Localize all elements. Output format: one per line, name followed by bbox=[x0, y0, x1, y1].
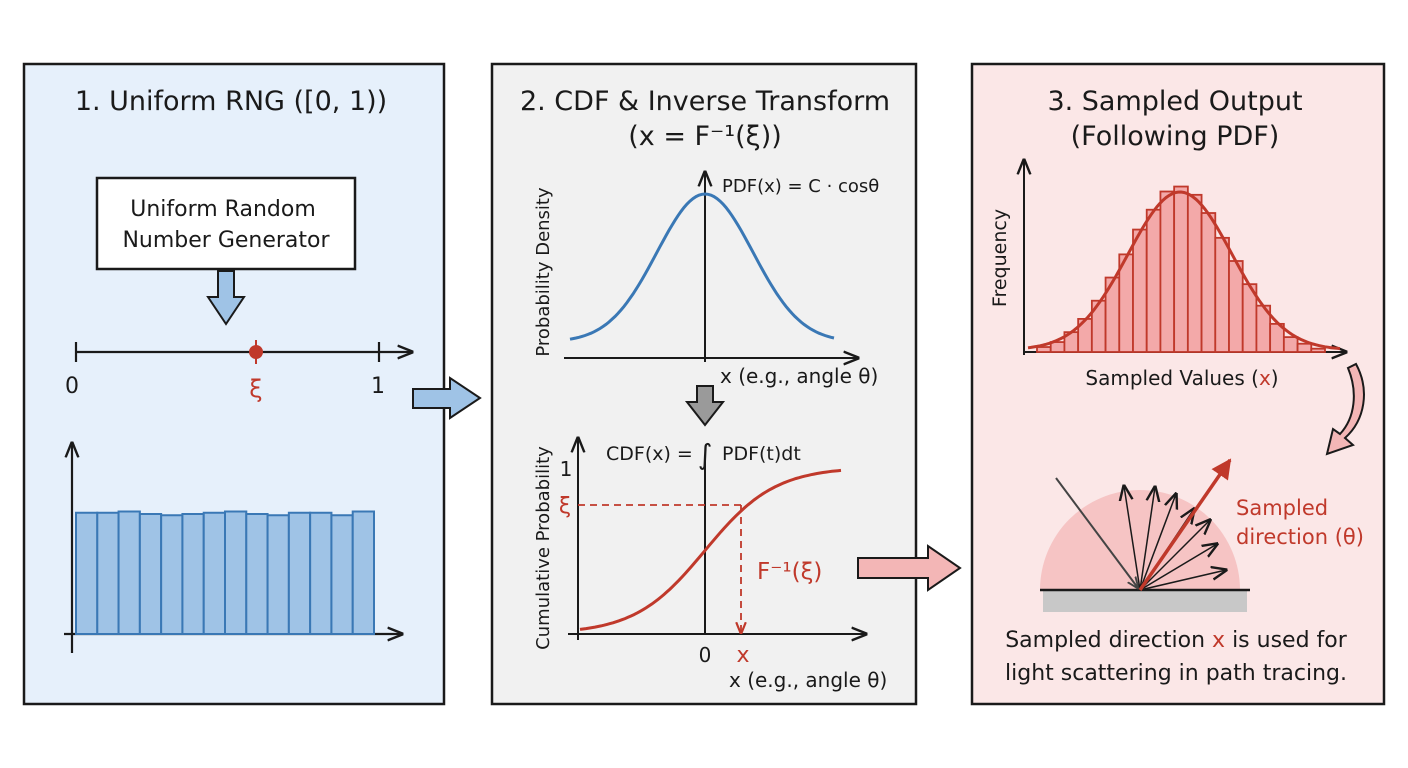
uniform-bar bbox=[351, 510, 376, 635]
sampled-direction-ray bbox=[1138, 458, 1232, 591]
scattered-ray bbox=[1139, 520, 1210, 591]
uniform-bar bbox=[287, 511, 312, 635]
sampled-x-marker: x bbox=[736, 643, 749, 668]
uniform-bar bbox=[202, 511, 226, 635]
sampled-bar bbox=[1282, 336, 1299, 353]
panel-2-title-line1: 2. CDF & Inverse Transform bbox=[520, 86, 890, 117]
sampled-bar bbox=[1296, 342, 1313, 353]
direction-label-line2: direction (θ) bbox=[1236, 525, 1364, 549]
panel-sampled-output: 3. Sampled Output (Following PDF) Freque… bbox=[970, 62, 1386, 706]
uniform-bar bbox=[245, 513, 269, 635]
uniform-bar bbox=[75, 511, 99, 635]
uniform-bar bbox=[266, 514, 290, 635]
sampled-bar bbox=[1310, 347, 1326, 353]
scattered-ray bbox=[1139, 487, 1155, 591]
down-arrow-icon-gray bbox=[684, 385, 726, 427]
rng-box bbox=[95, 176, 357, 271]
panel-cdf-inverse: 2. CDF & Inverse Transform (x = F⁻¹(ξ)) … bbox=[490, 62, 918, 706]
curved-down-arrow-icon bbox=[1325, 362, 1365, 456]
panel-1-title: 1. Uniform RNG ([0, 1)) bbox=[75, 86, 387, 117]
uniform-bar bbox=[117, 510, 141, 635]
down-arrow-icon bbox=[206, 270, 246, 326]
rng-box-line1: Uniform Random bbox=[130, 197, 316, 222]
cdf-curve bbox=[579, 468, 842, 631]
sampled-bar bbox=[1036, 346, 1052, 353]
sampled-bar bbox=[1214, 236, 1230, 353]
sampled-histogram-bars bbox=[1036, 185, 1326, 353]
inverse-transform-label: F⁻¹(ξ) bbox=[757, 559, 822, 585]
uniform-bar bbox=[138, 513, 163, 635]
uniform-bar bbox=[181, 513, 205, 635]
right-arrow-icon bbox=[412, 376, 482, 420]
axis-label-0: 0 bbox=[65, 374, 79, 399]
cdf-xi-tick: ξ bbox=[559, 494, 571, 519]
right-arrow-icon-red bbox=[857, 544, 962, 592]
direction-label-line1: Sampled bbox=[1236, 496, 1328, 520]
cdf-x-label: x (e.g., angle θ) bbox=[729, 668, 887, 692]
sampled-bar bbox=[1200, 212, 1217, 353]
pdf-x-label: x (e.g., angle θ) bbox=[720, 364, 878, 388]
uniform-bar bbox=[330, 514, 354, 635]
freq-x-label: Sampled Values (x) bbox=[1085, 366, 1278, 390]
panel-3-title-line1: 3. Sampled Output bbox=[1047, 86, 1302, 117]
cdf-zero-tick: 0 bbox=[699, 643, 712, 667]
uniform-histogram-bars bbox=[75, 510, 376, 635]
cdf-formula-left: CDF(x) = bbox=[606, 443, 693, 465]
pdf-y-label: Probability Density bbox=[533, 187, 554, 357]
scattered-ray bbox=[1139, 544, 1217, 591]
rng-box-line2: Number Generator bbox=[122, 228, 330, 253]
scattered-ray bbox=[1139, 494, 1176, 591]
sampled-bar bbox=[1145, 208, 1162, 353]
uniform-bar bbox=[96, 511, 120, 635]
cdf-y-label: Cumulative Probability bbox=[533, 446, 554, 650]
axis-label-1: 1 bbox=[371, 374, 385, 399]
sampled-bar bbox=[1159, 190, 1176, 353]
scattered-ray bbox=[1139, 570, 1226, 591]
surface-block bbox=[1043, 590, 1247, 612]
sampled-bar bbox=[1228, 260, 1244, 353]
sampled-fit-curve bbox=[1027, 190, 1341, 351]
uniform-bar bbox=[160, 514, 184, 635]
caption-line2: light scattering in path tracing. bbox=[1005, 661, 1347, 686]
panel-2-title-line2: (x = F⁻¹(ξ)) bbox=[628, 121, 782, 152]
integral-sign: ∫ bbox=[698, 438, 713, 471]
caption-line1: Sampled direction x is used for bbox=[1005, 628, 1348, 653]
cdf-top-tick: 1 bbox=[560, 457, 573, 481]
sampled-bar bbox=[1186, 193, 1203, 353]
xi-label: ξ bbox=[249, 375, 262, 403]
pdf-curve bbox=[569, 192, 835, 341]
uniform-bar bbox=[309, 511, 333, 635]
cdf-formula-right: PDF(t)dt bbox=[722, 443, 801, 465]
xi-point bbox=[249, 345, 263, 359]
sampled-bar bbox=[1132, 228, 1148, 353]
freq-y-label: Frequency bbox=[989, 209, 1011, 307]
pdf-formula: PDF(x) = C · cosθ bbox=[722, 176, 879, 197]
incident-ray bbox=[1055, 477, 1138, 588]
panel-uniform-rng: 1. Uniform RNG ([0, 1)) Uniform Random N… bbox=[22, 62, 446, 706]
scattered-ray bbox=[1124, 486, 1141, 591]
sampled-bar bbox=[1173, 185, 1189, 353]
panel-3-title-line2: (Following PDF) bbox=[1071, 121, 1280, 152]
uniform-bar bbox=[224, 510, 248, 635]
